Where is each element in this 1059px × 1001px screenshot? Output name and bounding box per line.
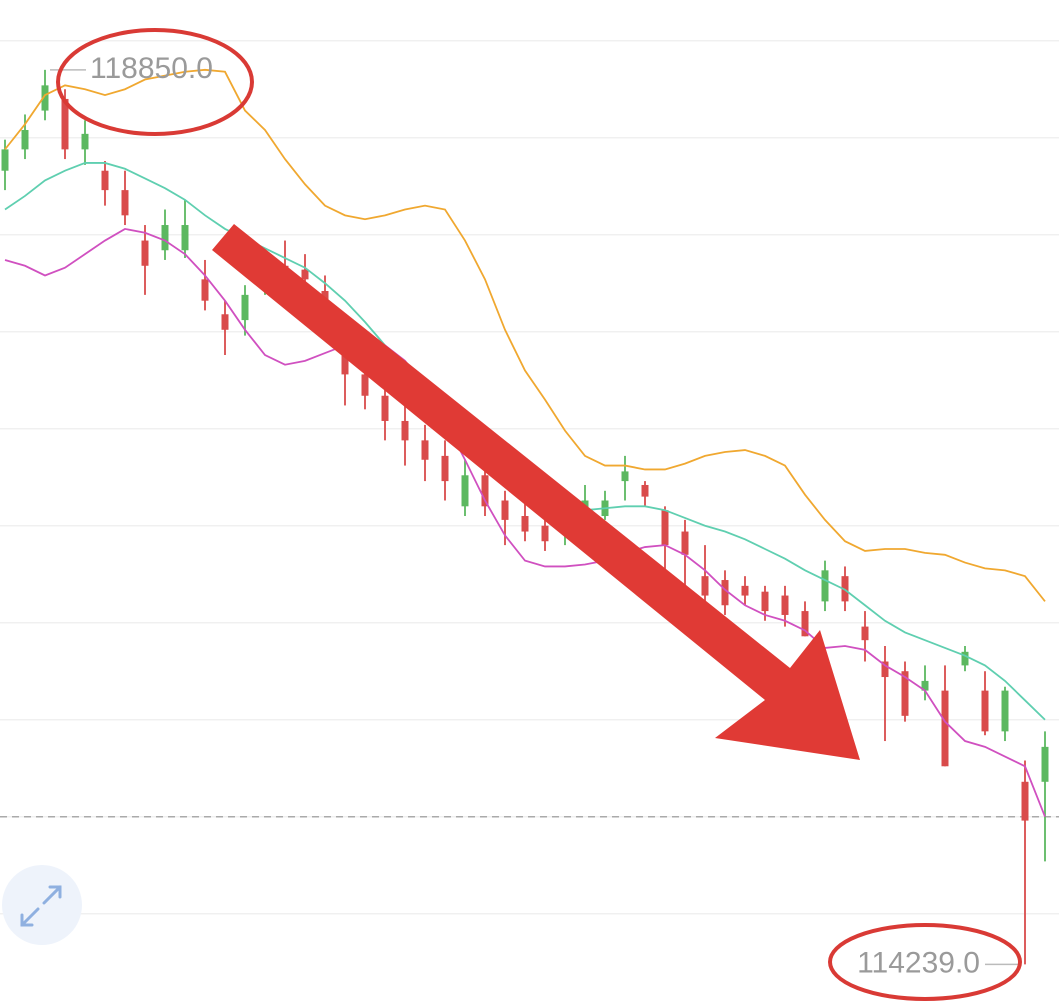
candle-body: [1021, 781, 1029, 821]
highlight-ellipse: [56, 28, 254, 136]
expand-button-bg[interactable]: [2, 865, 82, 945]
candle-body: [241, 294, 249, 321]
candle-body: [961, 651, 969, 666]
candle-body: [301, 269, 309, 280]
candle-body: [621, 471, 629, 482]
candle-body: [1001, 690, 1009, 732]
chart-marks: 118850.0 114239.0: [1, 52, 1049, 979]
candle-body: [881, 661, 889, 678]
candle-body: [341, 355, 349, 375]
max-label: 118850.0: [90, 52, 213, 85]
indicator-line: [4, 68, 1046, 602]
candle-body: [121, 190, 129, 216]
candle-body: [861, 626, 869, 641]
candle-body: [441, 455, 449, 482]
candle-body: [21, 129, 29, 150]
candle-body: [921, 680, 929, 691]
chart-base: [0, 39, 1059, 915]
candle-body: [161, 225, 169, 251]
candle-body: [41, 85, 49, 111]
candle-body: [201, 279, 209, 301]
candle-body: [81, 133, 89, 150]
expand-button[interactable]: [2, 865, 82, 945]
candle-body: [781, 595, 789, 615]
candle-body: [981, 690, 989, 732]
candle-body: [61, 98, 69, 150]
candle-body: [1, 149, 9, 171]
candle-body: [901, 671, 909, 716]
candle-body: [661, 510, 669, 546]
candle-body: [461, 475, 469, 507]
candle-body: [681, 531, 689, 555]
indicator-line: [4, 162, 1046, 721]
candle-body: [701, 576, 709, 596]
highlight-ellipse: [828, 923, 1022, 1001]
candle-body: [361, 374, 369, 396]
candle-body: [821, 570, 829, 602]
candle-body: [221, 314, 229, 330]
indicator-line: [4, 227, 1046, 818]
candle-body: [421, 440, 429, 460]
candle-body: [181, 225, 189, 251]
candle-body: [741, 585, 749, 596]
candle-body: [721, 580, 729, 606]
expand-icon[interactable]: [20, 885, 62, 927]
candle-body: [801, 611, 809, 637]
min-label: 114239.0: [857, 946, 980, 979]
candle-body: [141, 240, 149, 266]
candle-body: [381, 395, 389, 421]
candle-body: [941, 690, 949, 767]
candle-body: [101, 170, 109, 191]
candle-body: [1041, 746, 1049, 782]
candle-body: [541, 525, 549, 542]
candle-body: [521, 516, 529, 532]
candle-body: [641, 484, 649, 497]
candle-body: [501, 500, 509, 520]
candle-body: [761, 591, 769, 612]
trend-arrow: [212, 224, 860, 760]
candle-body: [481, 475, 489, 507]
candle-body: [401, 420, 409, 441]
annotations: [56, 28, 1022, 1001]
